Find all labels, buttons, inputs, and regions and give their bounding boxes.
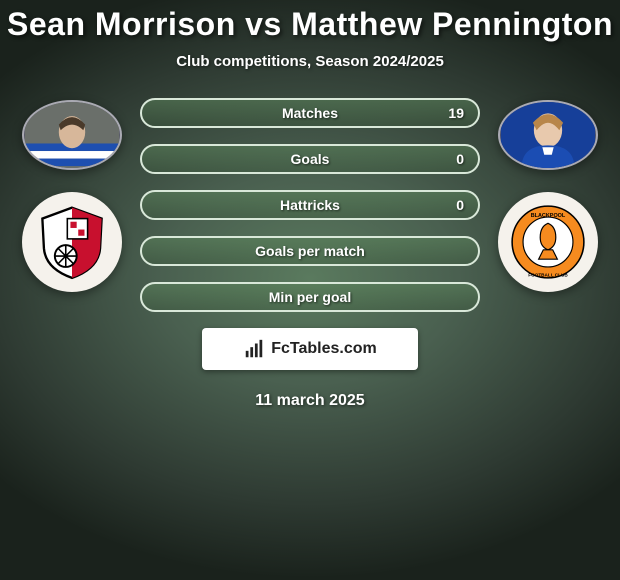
stat-label: Hattricks [280, 197, 340, 213]
right-column: BLACKPOOL FOOTBALL CLUB [498, 98, 598, 292]
club-right-badge: BLACKPOOL FOOTBALL CLUB [498, 192, 598, 292]
subtitle: Club competitions, Season 2024/2025 [0, 53, 620, 70]
chart-icon [243, 338, 265, 360]
stat-value-right: 0 [456, 197, 464, 213]
player-left-avatar [22, 100, 122, 170]
stat-value-right: 0 [456, 151, 464, 167]
stat-row-goals: Goals 0 [140, 144, 480, 174]
club-left-crest-icon [33, 203, 111, 281]
player-left-avatar-svg [24, 102, 120, 168]
stats-column: Matches 19 Goals 0 Hattricks 0 Goals per… [140, 98, 480, 312]
stat-label: Goals [291, 151, 330, 167]
brand-box: FcTables.com [202, 328, 418, 370]
stat-row-goals-per-match: Goals per match [140, 236, 480, 266]
stat-label: Goals per match [255, 243, 365, 259]
content-wrapper: Sean Morrison vs Matthew Pennington Club… [0, 0, 620, 410]
main-row: Matches 19 Goals 0 Hattricks 0 Goals per… [0, 98, 620, 312]
stat-row-hattricks: Hattricks 0 [140, 190, 480, 220]
svg-text:FOOTBALL CLUB: FOOTBALL CLUB [528, 272, 568, 277]
stat-row-min-per-goal: Min per goal [140, 282, 480, 312]
brand-name: FcTables.com [271, 340, 377, 358]
svg-text:BLACKPOOL: BLACKPOOL [531, 213, 566, 219]
stat-label: Matches [282, 105, 338, 121]
stat-value-right: 19 [448, 105, 464, 121]
player-right-avatar [498, 100, 598, 170]
stat-row-matches: Matches 19 [140, 98, 480, 128]
player-right-avatar-svg [500, 102, 596, 168]
left-column [22, 98, 122, 292]
page-title: Sean Morrison vs Matthew Pennington [0, 6, 620, 43]
stat-label: Min per goal [269, 289, 351, 305]
date-line: 11 march 2025 [0, 392, 620, 410]
club-right-crest-icon: BLACKPOOL FOOTBALL CLUB [509, 203, 587, 281]
club-left-badge [22, 192, 122, 292]
